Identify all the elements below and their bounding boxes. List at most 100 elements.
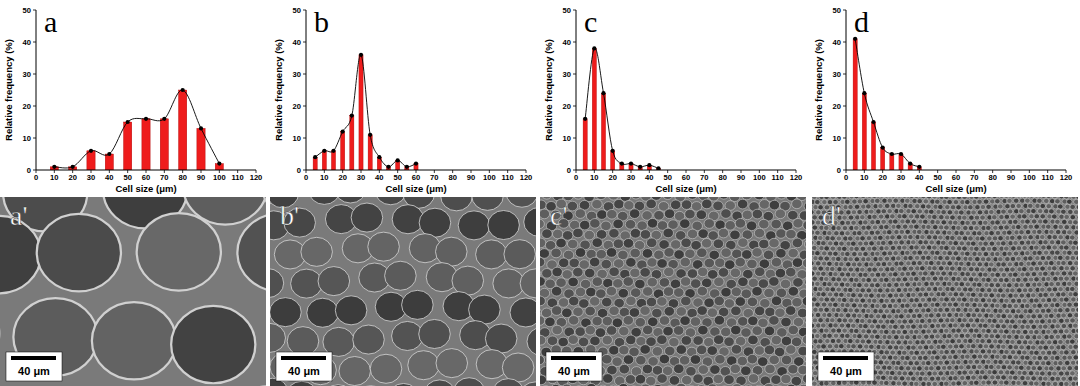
- foam-cell: [701, 238, 712, 248]
- y-axis-label: Relative frequency (%): [813, 39, 824, 141]
- foam-cell: [952, 271, 958, 276]
- foam-cell: [747, 259, 758, 269]
- foam-cell: [436, 237, 468, 266]
- foam-cell: [842, 267, 848, 272]
- foam-cell: [647, 218, 658, 228]
- foam-cell: [959, 292, 965, 297]
- foam-cell: [944, 256, 950, 261]
- foam-cell: [986, 298, 992, 303]
- foam-cell: [872, 277, 878, 282]
- foam-cell: [540, 383, 541, 386]
- foam-cell: [769, 355, 780, 365]
- foam-cell: [916, 282, 922, 287]
- foam-cell: [917, 199, 923, 204]
- foam-cell: [552, 325, 563, 335]
- foam-cell: [585, 325, 596, 335]
- foam-cell: [986, 225, 992, 230]
- bar: [105, 154, 113, 170]
- foam-cell: [776, 197, 787, 199]
- marker: [890, 152, 894, 156]
- foam-cell: [741, 366, 752, 376]
- marker: [611, 149, 615, 153]
- foam-cell: [920, 197, 926, 199]
- foam-cell: [878, 309, 884, 314]
- foam-cell: [681, 336, 692, 346]
- foam-cell: [950, 215, 956, 220]
- x-tick-label: 70: [970, 173, 978, 182]
- foam-cell: [804, 201, 806, 211]
- foam-cell: [815, 271, 821, 276]
- foam-cell: [1075, 276, 1078, 281]
- foam-cell: [899, 240, 905, 245]
- foam-cell: [786, 384, 797, 386]
- foam-cell: [815, 261, 821, 266]
- foam-cell: [1040, 203, 1046, 208]
- scale-bar-label: 40 μm: [288, 365, 320, 377]
- foam-cell: [737, 317, 748, 327]
- foam-cell: [863, 293, 869, 298]
- foam-cell: [614, 199, 625, 209]
- foam-cell: [575, 327, 586, 337]
- foam-cell: [938, 215, 944, 220]
- foam-cell: [924, 281, 930, 286]
- foam-cell: [875, 272, 881, 277]
- foam-cell: [663, 267, 674, 277]
- foam-cell: [839, 313, 845, 318]
- y-axis-label: Relative frequency (%): [543, 39, 554, 141]
- foam-cell: [962, 318, 968, 323]
- foam-cell: [1034, 298, 1040, 303]
- foam-cell: [976, 282, 982, 287]
- foam-cell: [893, 303, 899, 308]
- foam-cell: [962, 266, 968, 271]
- foam-cell: [975, 205, 981, 210]
- marker: [917, 165, 921, 169]
- x-tick-label: 100: [1023, 173, 1036, 182]
- foam-cell: [956, 307, 962, 312]
- foam-cell: [966, 261, 972, 266]
- foam-cell: [771, 219, 782, 229]
- foam-cell: [867, 319, 873, 324]
- scale-bar-label: 40 μm: [18, 365, 50, 377]
- foam-cell: [540, 277, 545, 287]
- x-tick-label: 110: [772, 173, 784, 182]
- foam-cell: [735, 218, 746, 228]
- foam-cell: [995, 220, 1001, 225]
- x-tick-label: 60: [412, 173, 420, 182]
- x-tick-label: 50: [393, 173, 401, 182]
- foam-cell: [968, 267, 974, 272]
- y-tick: [843, 74, 846, 75]
- foam-cell: [704, 298, 715, 308]
- foam-cell: [812, 225, 818, 230]
- y-tick: [33, 42, 36, 43]
- foam-cell: [833, 251, 839, 256]
- foam-cell: [890, 245, 896, 250]
- sem-background: [540, 197, 806, 386]
- foam-cell: [291, 269, 323, 298]
- foam-cell: [757, 357, 768, 367]
- x-tick-label: 20: [608, 173, 616, 182]
- y-tick: [573, 74, 576, 75]
- foam-cell: [983, 293, 989, 298]
- foam-cell: [626, 296, 637, 306]
- foam-cell: [1016, 246, 1022, 251]
- foam-cell: [664, 248, 675, 258]
- foam-cell: [663, 287, 674, 297]
- marker: [620, 162, 624, 166]
- foam-cell: [1013, 240, 1019, 245]
- foam-cell: [556, 278, 567, 288]
- foam-cell: [998, 257, 1004, 262]
- foam-cell: [630, 248, 641, 258]
- foam-cell: [1010, 203, 1016, 208]
- x-axis-label: Cell size (μm): [925, 183, 986, 194]
- x-tick-label: 20: [68, 173, 76, 182]
- foam-cell: [866, 277, 872, 282]
- foam-cell: [1005, 256, 1011, 261]
- foam-cell: [601, 297, 612, 307]
- foam-cell: [715, 258, 726, 268]
- foam-cell: [707, 384, 718, 386]
- foam-cell: [769, 316, 780, 326]
- foam-cell: [771, 257, 782, 267]
- foam-cell: [1041, 298, 1047, 303]
- foam-cell: [626, 335, 637, 345]
- foam-cell: [764, 288, 775, 298]
